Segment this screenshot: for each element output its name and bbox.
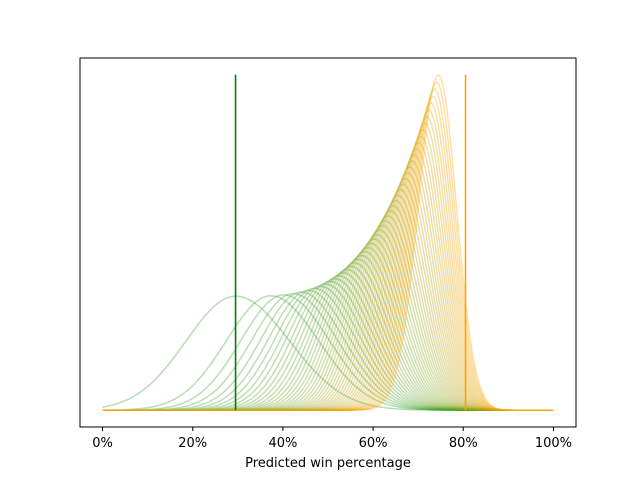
- vertical-line-group: [234, 74, 467, 411]
- density-curve-42: [102, 122, 554, 411]
- density-curve-25: [102, 219, 554, 411]
- density-curve-16: [102, 258, 554, 411]
- density-curve-48: [102, 80, 554, 411]
- density-curve-18: [102, 250, 554, 411]
- density-curve-39: [102, 141, 554, 411]
- density-curve-13: [102, 268, 554, 411]
- density-curve-32: [102, 183, 554, 411]
- density-curve-21: [102, 238, 554, 411]
- density-curve-26: [102, 215, 554, 411]
- density-curve-17: [102, 254, 554, 411]
- density-curve-24: [102, 224, 554, 411]
- density-curve-35: [102, 166, 554, 411]
- density-curve-10: [102, 278, 554, 411]
- density-curve-15: [102, 262, 554, 411]
- density-curve-41: [102, 128, 554, 411]
- x-tick-label-2: 40%: [268, 436, 297, 451]
- x-axis-label: Predicted win percentage: [245, 456, 411, 471]
- density-curve-27: [102, 210, 554, 411]
- x-axis-ticks: 0% 20% 40% 60% 80% 100%: [92, 427, 572, 451]
- density-curve-4: [102, 291, 554, 411]
- density-curve-44: [102, 108, 554, 411]
- density-curve-3: [102, 292, 554, 411]
- density-curve-11: [102, 275, 554, 411]
- density-curve-38: [102, 147, 554, 411]
- curve-group: [102, 73, 554, 411]
- density-curve-5: [102, 289, 554, 411]
- density-curve-22: [102, 233, 554, 411]
- density-curve-8: [102, 283, 554, 411]
- density-curve-31: [102, 189, 554, 411]
- x-tick-label-0: 0%: [92, 436, 113, 451]
- density-curve-9: [102, 280, 554, 411]
- density-curve-40: [102, 135, 554, 411]
- density-curve-47: [102, 88, 554, 411]
- density-curve-6: [102, 287, 554, 411]
- density-curve-14: [102, 265, 554, 411]
- density-curve-12: [102, 272, 554, 411]
- density-curve-33: [102, 177, 554, 411]
- density-curve-43: [102, 115, 554, 411]
- density-curve-45: [102, 102, 554, 411]
- density-curve-1: [102, 294, 554, 411]
- plot-background: [80, 58, 576, 427]
- x-tick-label-4: 80%: [449, 436, 478, 451]
- density-curve-23: [102, 229, 554, 411]
- x-tick-label-1: 20%: [178, 436, 207, 451]
- density-curve-37: [102, 154, 554, 411]
- x-tick-label-3: 60%: [359, 436, 388, 451]
- density-curve-0: [102, 295, 554, 411]
- density-curve-20: [102, 242, 554, 411]
- density-curve-34: [102, 172, 554, 411]
- density-curve-29: [102, 199, 554, 411]
- density-curve-49: [102, 73, 554, 411]
- density-curve-46: [102, 95, 554, 411]
- density-curve-36: [102, 160, 554, 411]
- density-curve-28: [102, 204, 554, 411]
- density-curve-7: [102, 285, 554, 411]
- density-curve-2: [102, 294, 554, 411]
- plot-frame: [79, 57, 577, 428]
- x-tick-label-5: 100%: [535, 436, 572, 451]
- density-curve-19: [102, 246, 554, 411]
- density-curve-30: [102, 194, 554, 411]
